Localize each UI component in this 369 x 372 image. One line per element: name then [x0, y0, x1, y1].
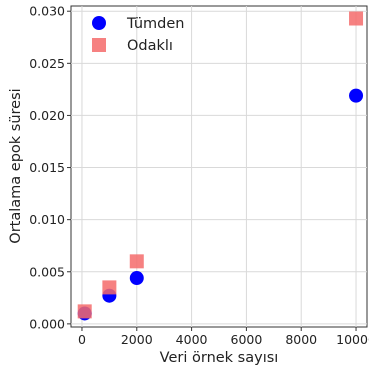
plot-area [70, 5, 368, 328]
legend-label: Odaklı [127, 38, 173, 54]
point-odakli [349, 11, 364, 26]
point-tumden [129, 271, 144, 286]
y-axis-ticks: 0.000 0.005 0.010 0.015 0.020 0.025 0.030 [29, 4, 71, 331]
x-tick-label: 6000 [231, 332, 263, 347]
legend-marker-tumden [92, 16, 106, 30]
y-tick-label: 0.010 [29, 212, 65, 227]
y-tick-label: 0.030 [29, 4, 65, 19]
y-axis-label: Ortalama epok süresi [8, 88, 24, 243]
data-points [77, 11, 364, 321]
grid-lines [71, 6, 367, 327]
x-tick-label: 0 [78, 332, 86, 347]
y-tick-label: 0.015 [29, 160, 65, 175]
point-odakli [102, 280, 117, 295]
point-odakli [129, 254, 144, 269]
x-tick-label: 8000 [285, 332, 317, 347]
x-tick-label: 2000 [121, 332, 153, 347]
x-axis-label: Veri örnek sayısı [160, 350, 279, 366]
legend: Tümden Odaklı [92, 16, 185, 54]
y-tick-label: 0.025 [29, 56, 65, 71]
point-odakli [77, 304, 92, 319]
y-tick-label: 0.005 [29, 264, 65, 279]
legend-label: Tümden [126, 16, 185, 32]
point-tumden [349, 88, 364, 103]
legend-marker-odakli [92, 38, 106, 52]
x-tick-label: 4000 [176, 332, 208, 347]
y-tick-label: 0.000 [29, 316, 65, 331]
y-tick-label: 0.020 [29, 108, 65, 123]
